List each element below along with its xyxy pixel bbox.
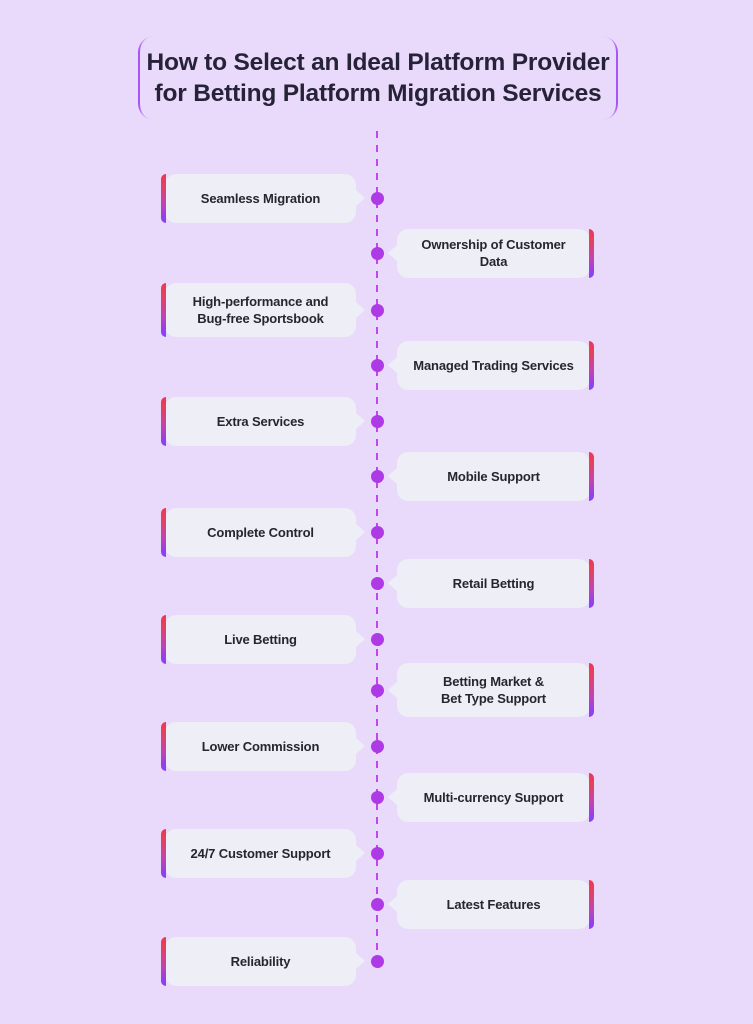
timeline-card-label: Multi-currency Support: [423, 789, 564, 805]
card-accent-bar: [589, 663, 594, 717]
timeline-dot[interactable]: [371, 414, 384, 428]
timeline-dot[interactable]: [371, 897, 384, 911]
timeline-card-label: Seamless Migration: [200, 190, 321, 206]
card-accent-bar: [589, 340, 594, 390]
card-pointer-tail: [388, 467, 398, 485]
timeline-card-right[interactable]: Retail Betting: [388, 558, 594, 608]
timeline-card-left[interactable]: Seamless Migration: [161, 173, 365, 223]
timeline-card-label: Lower Commission: [201, 738, 320, 754]
card-accent-bar: [161, 721, 166, 771]
timeline-card-right[interactable]: Betting Market & Bet Type Support: [388, 663, 594, 717]
page-title: How to Select an Ideal Platform Provider…: [146, 49, 610, 107]
timeline-card-left[interactable]: Reliability: [161, 936, 365, 986]
card-accent-bar: [161, 507, 166, 557]
card-accent-bar: [161, 614, 166, 664]
page-title-frame: How to Select an Ideal Platform Provider…: [138, 36, 618, 120]
timeline-card-label: Latest Features: [446, 896, 541, 912]
timeline-dot[interactable]: [371, 632, 384, 646]
timeline-card-label: Complete Control: [207, 524, 314, 540]
timeline-card-label: Reliability: [230, 953, 291, 969]
timeline-card-label: High-performance and Bug-free Sportsbook: [192, 294, 329, 326]
timeline-card-label: Extra Services: [216, 413, 305, 429]
card-pointer-tail: [388, 356, 398, 374]
timeline-dot[interactable]: [371, 790, 384, 804]
card-accent-bar: [589, 879, 594, 929]
timeline-dot[interactable]: [371, 683, 384, 697]
card-pointer-tail: [388, 244, 398, 262]
timeline-dashed-line: [376, 131, 378, 963]
card-accent-bar: [589, 228, 594, 278]
timeline-card-right[interactable]: Managed Trading Services: [388, 340, 594, 390]
card-accent-bar: [589, 451, 594, 501]
timeline-dot[interactable]: [371, 303, 384, 317]
card-pointer-tail: [355, 412, 365, 430]
card-accent-bar: [589, 558, 594, 608]
timeline-card-right[interactable]: Multi-currency Support: [388, 772, 594, 822]
timeline-card-left[interactable]: 24/7 Customer Support: [161, 828, 365, 878]
timeline-card-left[interactable]: Lower Commission: [161, 721, 365, 771]
timeline-card-right[interactable]: Latest Features: [388, 879, 594, 929]
card-pointer-tail: [388, 681, 398, 699]
timeline-dot[interactable]: [371, 739, 384, 753]
card-accent-bar: [161, 828, 166, 878]
timeline-dot[interactable]: [371, 246, 384, 260]
timeline-card-label: Ownership of Customer Data: [421, 237, 566, 269]
timeline-card-label: Mobile Support: [447, 468, 540, 484]
timeline-card-left[interactable]: High-performance and Bug-free Sportsbook: [161, 283, 365, 337]
timeline-dot[interactable]: [371, 191, 384, 205]
card-pointer-tail: [355, 301, 365, 319]
card-pointer-tail: [388, 574, 398, 592]
card-accent-bar: [161, 173, 166, 223]
timeline-card-left[interactable]: Live Betting: [161, 614, 365, 664]
timeline-dot[interactable]: [371, 525, 384, 539]
timeline-card-label: 24/7 Customer Support: [190, 845, 331, 861]
timeline-card-right[interactable]: Mobile Support: [388, 451, 594, 501]
timeline-dot[interactable]: [371, 954, 384, 968]
card-accent-bar: [161, 283, 166, 337]
timeline-dot[interactable]: [371, 846, 384, 860]
card-pointer-tail: [388, 895, 398, 913]
timeline-card-label: Live Betting: [224, 631, 297, 647]
timeline-card-label: Betting Market & Bet Type Support: [441, 674, 546, 706]
timeline-card-right[interactable]: Ownership of Customer Data: [388, 228, 594, 278]
timeline-dot[interactable]: [371, 576, 384, 590]
timeline-dot[interactable]: [371, 469, 384, 483]
timeline-dot[interactable]: [371, 358, 384, 372]
timeline-card-left[interactable]: Complete Control: [161, 507, 365, 557]
card-pointer-tail: [355, 523, 365, 541]
timeline-card-label: Managed Trading Services: [413, 357, 574, 373]
card-pointer-tail: [355, 844, 365, 862]
card-accent-bar: [589, 772, 594, 822]
card-pointer-tail: [355, 630, 365, 648]
card-pointer-tail: [388, 788, 398, 806]
card-pointer-tail: [355, 189, 365, 207]
card-pointer-tail: [355, 737, 365, 755]
card-accent-bar: [161, 936, 166, 986]
timeline-card-left[interactable]: Extra Services: [161, 396, 365, 446]
card-pointer-tail: [355, 952, 365, 970]
timeline-card-label: Retail Betting: [452, 575, 535, 591]
card-accent-bar: [161, 396, 166, 446]
